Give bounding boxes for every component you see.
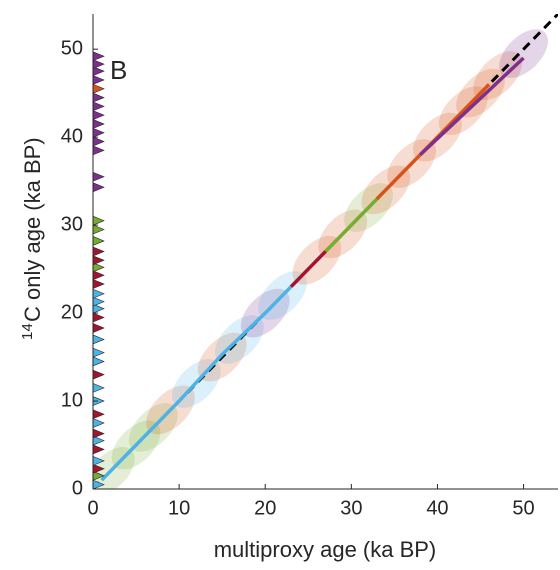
edge-marker	[92, 75, 105, 85]
edge-marker	[92, 312, 105, 323]
edge-marker	[92, 92, 105, 103]
x-axis-label: multiproxy age (ka BP)	[214, 537, 437, 562]
edge-marker	[92, 444, 105, 455]
edge-marker	[92, 409, 105, 420]
y-tick-label: 30	[61, 213, 83, 235]
x-tick-label: 30	[340, 497, 362, 519]
y-tick-label: 50	[61, 37, 83, 59]
panel-label: B	[110, 55, 127, 85]
edge-marker	[92, 246, 105, 257]
y-tick-label: 20	[61, 301, 83, 323]
edge-marker	[92, 171, 105, 182]
y-axis-label-superscript: 14	[19, 323, 36, 340]
edge-marker	[92, 279, 105, 289]
edge-marker	[92, 428, 105, 439]
x-tick-label: 10	[168, 497, 190, 519]
edge-marker	[92, 224, 105, 235]
edge-marker	[92, 347, 105, 358]
edge-marker	[92, 110, 105, 121]
series-line	[324, 197, 379, 253]
edge-marker	[92, 59, 105, 70]
edge-marker	[92, 182, 105, 193]
edge-marker	[92, 270, 105, 281]
edge-marker	[92, 369, 105, 380]
y-tick-label: 40	[61, 125, 83, 147]
edge-marker	[92, 356, 105, 367]
y-axis-label-group: 14 C only age (ka BP)	[19, 137, 45, 340]
plot-area	[93, 14, 558, 489]
edge-marker	[92, 382, 105, 393]
edge-marker	[92, 296, 105, 307]
edge-marker	[92, 334, 105, 345]
series-line	[100, 285, 293, 482]
edge-marker	[92, 51, 105, 62]
x-tick-label: 40	[426, 497, 448, 519]
edge-marker	[92, 288, 105, 299]
edge-marker	[92, 323, 105, 333]
x-tick-label: 50	[512, 497, 534, 519]
edge-marker	[92, 418, 105, 428]
edge-marker	[92, 145, 105, 156]
edge-marker	[92, 136, 105, 147]
edge-marker	[92, 235, 105, 246]
uncertainty-cloud	[499, 29, 548, 78]
edge-marker	[92, 83, 105, 94]
edge-marker	[92, 255, 105, 266]
x-tick-label: 20	[254, 497, 276, 519]
y-tick-label: 0	[72, 477, 83, 499]
y-axis-label: C only age (ka BP)	[20, 137, 45, 322]
edge-marker	[92, 215, 105, 226]
edge-marker	[92, 127, 105, 138]
series-line	[419, 56, 525, 157]
y-tick-label: 10	[61, 389, 83, 411]
x-tick-label: 0	[87, 497, 98, 519]
edge-marker	[92, 101, 105, 112]
edge-marker	[92, 119, 105, 129]
series-line	[289, 250, 327, 288]
